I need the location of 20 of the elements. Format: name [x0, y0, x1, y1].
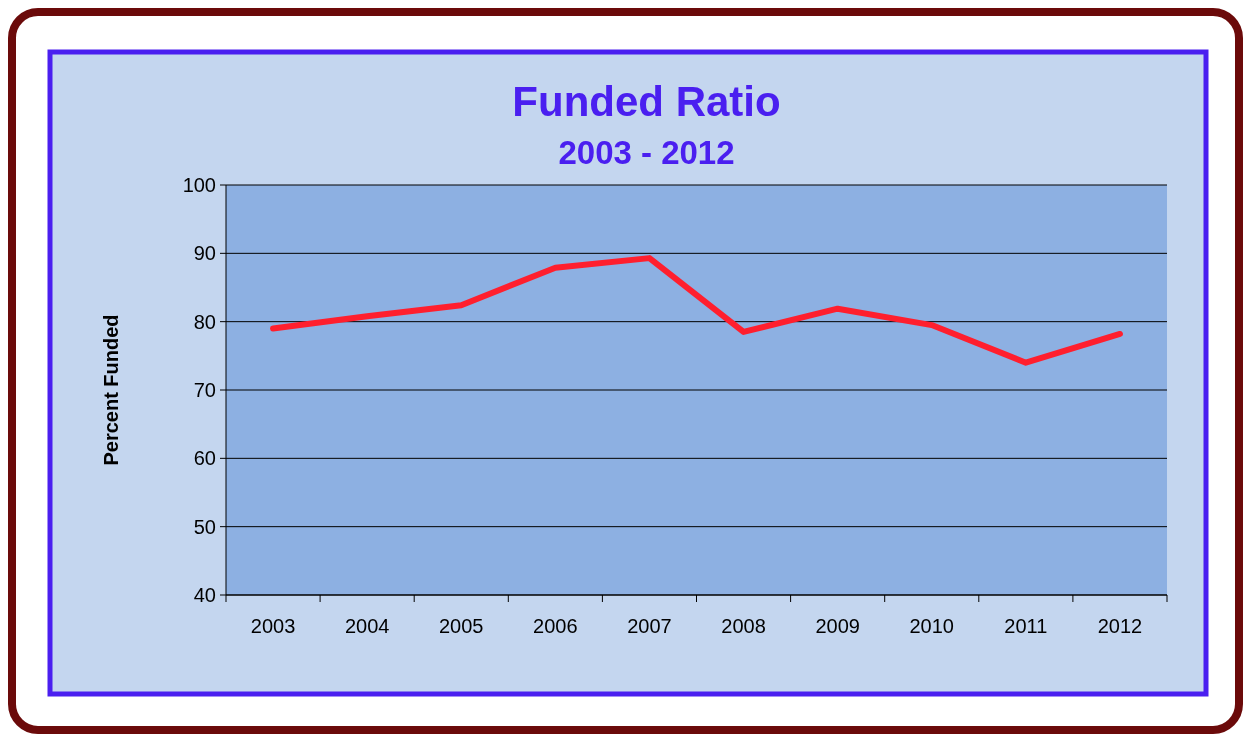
chart-subtitle: 2003 - 2012 — [558, 134, 735, 171]
y-tick-label: 50 — [193, 515, 216, 538]
x-tick-label: 2005 — [439, 615, 484, 637]
x-tick-label: 2003 — [250, 615, 296, 637]
y-tick-label: 90 — [193, 242, 216, 265]
x-tick-label: 2007 — [627, 615, 672, 637]
y-tick-label: 60 — [193, 447, 216, 470]
x-tick-label: 2004 — [344, 615, 390, 637]
x-tick-label: 2009 — [815, 615, 860, 637]
y-tick-label: 80 — [193, 310, 216, 333]
y-tick-label: 40 — [193, 584, 216, 606]
y-tick-label: 70 — [193, 379, 216, 401]
x-tick-label: 2012 — [1097, 615, 1143, 637]
x-tick-label: 2006 — [533, 615, 578, 637]
y-tick-label: 100 — [182, 174, 216, 196]
x-tick-label: 2011 — [1004, 615, 1048, 637]
x-tick-label: 2010 — [909, 615, 954, 637]
chart-title: Funded Ratio — [512, 78, 781, 125]
y-axis-title: Percent Funded — [100, 314, 122, 466]
x-tick-label: 2008 — [721, 615, 766, 637]
